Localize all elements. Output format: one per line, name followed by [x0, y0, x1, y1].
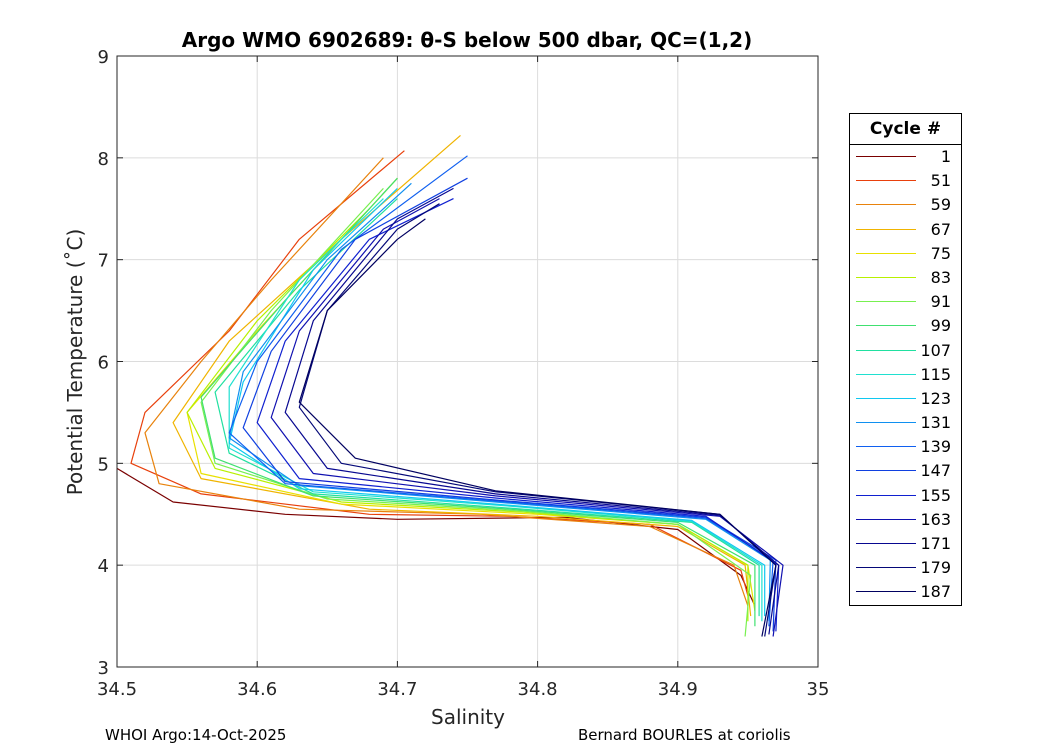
series-line-cycle-171 [284, 187, 780, 635]
series-line-cycle-59 [144, 157, 749, 607]
legend-entry: 123 [850, 387, 961, 411]
legend-line-swatch [856, 276, 916, 278]
legend-line-swatch [856, 156, 916, 157]
series-line-cycle-99 [200, 177, 756, 627]
legend-line-swatch [856, 204, 916, 206]
legend: Cycle # 1 51 59 67 75 83 91 99 107 115 123 131 139 14… [849, 113, 962, 606]
y-tick-label: 5 [98, 454, 109, 475]
legend-line-swatch [856, 591, 916, 593]
legend-label: 179 [920, 558, 951, 578]
legend-entry: 75 [850, 242, 961, 266]
y-tick-label: 9 [98, 47, 109, 68]
legend-entry: 51 [850, 169, 961, 193]
x-tick-label: 34.6 [237, 679, 277, 700]
legend-title: Cycle # [850, 114, 961, 145]
legend-label: 107 [920, 340, 951, 360]
series-line-cycle-155 [256, 198, 780, 632]
y-tick-label: 7 [98, 251, 109, 272]
legend-entry: 91 [850, 290, 961, 314]
series-line-cycle-91 [200, 187, 752, 637]
legend-label: 155 [920, 485, 951, 505]
legend-line-swatch [856, 349, 916, 351]
legend-label: 51 [930, 171, 951, 191]
legend-line-swatch [856, 518, 916, 520]
series-line-cycle-187 [298, 218, 777, 637]
y-tick-label: 8 [98, 149, 109, 170]
legend-label: 187 [920, 582, 951, 602]
legend-entry: 155 [850, 484, 961, 508]
legend-entry: 139 [850, 435, 961, 459]
axis-ticks: 34.5 34.6 34.7 34.8 34.9 35 3 4 5 6 7 8 9 [97, 47, 829, 700]
legend-line-swatch [856, 567, 916, 569]
legend-line-swatch [856, 422, 916, 424]
legend-label: 139 [920, 437, 951, 457]
legend-line-swatch [856, 446, 916, 448]
legend-line-swatch [856, 301, 916, 303]
series-line-cycle-115 [228, 198, 763, 622]
legend-label: 163 [920, 509, 951, 529]
series-line-cycle-83 [186, 208, 749, 622]
legend-label: 131 [920, 413, 951, 433]
series-line-cycle-107 [214, 198, 760, 617]
y-axis-label: Potential Temperature (˚C) [63, 229, 87, 496]
series-line-cycle-51 [130, 150, 749, 596]
series-line-cycle-1 [116, 467, 756, 607]
x-tick-label: 35 [807, 679, 830, 700]
legend-label: 75 [930, 243, 951, 263]
x-tick-label: 34.9 [658, 679, 698, 700]
legend-label: 59 [930, 195, 951, 215]
legend-entry: 163 [850, 508, 961, 532]
x-axis-label: Salinity [431, 705, 505, 729]
legend-label: 83 [930, 267, 951, 287]
legend-entries: 1 51 59 67 75 83 91 99 107 115 123 131 139 147 155 163 1… [850, 145, 961, 605]
legend-entry: 107 [850, 339, 961, 363]
series-line-cycle-67 [172, 134, 752, 617]
legend-entry: 59 [850, 193, 961, 217]
footer-source: WHOI Argo:14-Oct-2025 [105, 726, 287, 744]
legend-line-swatch [856, 252, 916, 254]
legend-entry: 83 [850, 266, 961, 290]
series-line-cycle-131 [228, 182, 771, 622]
x-tick-label: 34.5 [97, 679, 137, 700]
legend-line-swatch [856, 470, 916, 472]
legend-label: 123 [920, 388, 951, 408]
legend-label: 147 [920, 461, 951, 481]
legend-entry: 99 [850, 314, 961, 338]
x-tick-label: 34.8 [518, 679, 558, 700]
legend-label: 1 [940, 147, 951, 166]
y-tick-label: 3 [98, 658, 109, 679]
legend-entry: 115 [850, 363, 961, 387]
legend-entry: 147 [850, 459, 961, 483]
x-tick-label: 34.7 [377, 679, 417, 700]
legend-label: 91 [930, 292, 951, 312]
legend-label: 67 [930, 219, 951, 239]
series-line-cycle-123 [228, 187, 766, 617]
y-tick-label: 6 [98, 353, 109, 374]
legend-line-swatch [856, 543, 916, 544]
legend-label: 115 [920, 364, 951, 384]
legend-entry: 187 [850, 580, 961, 604]
legend-line-swatch [856, 373, 916, 375]
series-line-cycle-147 [242, 177, 777, 632]
legend-entry: 131 [850, 411, 961, 435]
legend-label: 171 [920, 534, 951, 553]
footer-author: Bernard BOURLES at coriolis [578, 726, 791, 744]
legend-line-swatch [856, 180, 916, 182]
legend-entry: 67 [850, 218, 961, 242]
series-group [116, 134, 784, 637]
legend-line-swatch [856, 325, 916, 327]
legend-entry: 171 [850, 532, 961, 556]
legend-label: 99 [930, 316, 951, 336]
y-tick-label: 4 [98, 556, 109, 577]
chart-title: Argo WMO 6902689: θ-S below 500 dbar, QC… [182, 28, 752, 52]
legend-line-swatch [856, 397, 916, 399]
legend-entry: 179 [850, 556, 961, 580]
legend-line-swatch [856, 228, 916, 230]
legend-entry: 1 [850, 145, 961, 169]
legend-line-swatch [856, 494, 916, 496]
series-line-cycle-163 [270, 198, 784, 637]
